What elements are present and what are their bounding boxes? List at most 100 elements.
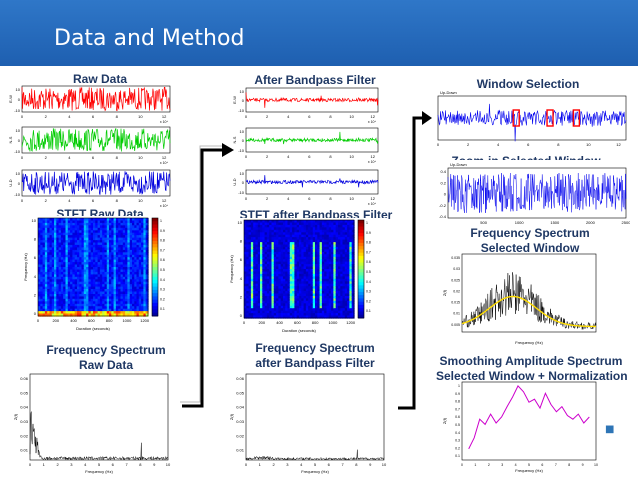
stft-cell bbox=[335, 266, 339, 270]
stft-cell bbox=[90, 269, 94, 273]
stft-cell bbox=[118, 276, 122, 280]
stft-cell bbox=[127, 291, 131, 295]
stft-cell bbox=[79, 274, 83, 278]
stft-cell bbox=[47, 257, 51, 261]
stft-cell bbox=[90, 264, 94, 268]
stft-cell bbox=[250, 308, 254, 312]
stft-cell bbox=[79, 298, 83, 302]
stft-cell bbox=[260, 308, 263, 312]
stft-cell bbox=[115, 289, 119, 293]
stft-cell bbox=[54, 289, 57, 293]
stft-cell bbox=[285, 229, 289, 233]
x-tick-label: 500 bbox=[480, 220, 487, 225]
stft-cell bbox=[127, 286, 131, 290]
stft-cell bbox=[244, 229, 247, 233]
stft-cell bbox=[321, 273, 325, 277]
stft-cell bbox=[129, 296, 133, 300]
y-tick-label: 0.035 bbox=[451, 256, 460, 260]
stft-cell bbox=[303, 254, 307, 258]
stft-cell bbox=[310, 300, 314, 304]
stft-cell bbox=[90, 303, 94, 307]
stft-cell bbox=[326, 313, 330, 317]
stft-cell bbox=[83, 284, 87, 288]
stft-cell bbox=[104, 222, 108, 226]
stft-cell bbox=[347, 237, 350, 241]
colorbar-tick: 0.8 bbox=[366, 241, 371, 245]
stft-cell bbox=[47, 294, 51, 298]
stft-cell bbox=[250, 220, 254, 224]
stft-cell bbox=[349, 293, 353, 297]
stft-cell bbox=[338, 232, 341, 236]
stft-cell bbox=[56, 237, 60, 241]
stft-cell bbox=[312, 242, 316, 246]
stft-cell bbox=[289, 251, 293, 255]
stft-cell bbox=[40, 259, 44, 263]
x-tick-label: 2500 bbox=[622, 220, 630, 225]
stft-cell bbox=[308, 222, 312, 226]
stft-cell bbox=[340, 234, 344, 238]
stft-cell bbox=[97, 249, 101, 253]
stft-cell bbox=[49, 259, 53, 263]
stft-cell bbox=[285, 305, 289, 309]
stft-cell bbox=[246, 264, 250, 268]
stft-cell bbox=[269, 246, 273, 250]
stft-cell bbox=[86, 247, 89, 251]
stft-cell bbox=[326, 271, 330, 275]
stft-cell bbox=[111, 286, 115, 290]
stft-cell bbox=[132, 235, 135, 239]
stft-cell bbox=[138, 274, 142, 278]
stft-cell bbox=[271, 261, 275, 265]
stft-cell bbox=[278, 310, 282, 314]
stft-cell bbox=[54, 254, 57, 258]
stft-cell bbox=[143, 294, 147, 298]
stft-cell bbox=[102, 222, 106, 226]
stft-cell bbox=[312, 256, 316, 260]
stft-cell bbox=[338, 237, 341, 241]
stft-cell bbox=[308, 276, 312, 280]
stft-cell bbox=[326, 281, 330, 285]
stft-cell bbox=[287, 305, 291, 309]
stft-cell bbox=[127, 276, 131, 280]
stft-cell bbox=[331, 281, 334, 285]
stft-cell bbox=[340, 303, 344, 307]
stft-cell bbox=[299, 313, 302, 317]
stft-cell bbox=[326, 237, 330, 241]
stft-cell bbox=[278, 251, 282, 255]
normalized-spectrum-trace bbox=[468, 385, 590, 450]
stft-cell bbox=[340, 222, 344, 226]
stft-cell bbox=[287, 246, 291, 250]
stft-cell bbox=[248, 261, 252, 265]
stft-cell bbox=[132, 281, 135, 285]
stft-cell bbox=[250, 264, 254, 268]
stft-cell bbox=[54, 269, 57, 273]
stft-cell bbox=[338, 234, 341, 238]
stft-cell bbox=[266, 249, 270, 253]
stft-cell bbox=[67, 225, 71, 229]
stft-cell bbox=[58, 220, 62, 224]
stft-cell bbox=[331, 244, 334, 248]
stft-cell bbox=[262, 264, 266, 268]
stft-cell bbox=[145, 230, 149, 234]
stft-cell bbox=[60, 291, 64, 295]
stft-cell bbox=[145, 284, 149, 288]
stft-cell bbox=[255, 310, 259, 314]
stft-cell bbox=[93, 235, 96, 239]
stft-cell bbox=[83, 313, 87, 317]
stft-cell bbox=[292, 256, 295, 260]
stft-cell bbox=[129, 269, 133, 273]
stft-cell bbox=[93, 264, 96, 268]
stft-cell bbox=[95, 303, 99, 307]
stft-cell bbox=[143, 235, 147, 239]
stft-cell bbox=[255, 251, 259, 255]
stft-cell bbox=[319, 305, 323, 309]
colorbar-cell bbox=[358, 220, 364, 224]
stft-cell bbox=[102, 296, 106, 300]
stft-cell bbox=[269, 283, 273, 287]
stft-cell bbox=[97, 291, 101, 295]
stft-cell bbox=[312, 315, 316, 319]
stft-cell bbox=[102, 313, 106, 317]
stft-cell bbox=[349, 234, 353, 238]
stft-cell bbox=[292, 254, 295, 258]
plot-frame bbox=[357, 219, 365, 319]
